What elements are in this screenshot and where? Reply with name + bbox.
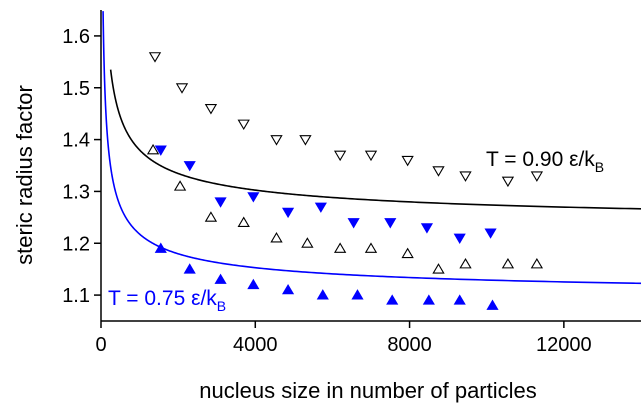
data-point-series-1 <box>401 247 414 259</box>
y-tick-label: 1.2 <box>62 233 90 255</box>
data-point-series-0 <box>299 135 312 146</box>
data-point-series-3 <box>351 289 364 300</box>
data-point-series-0 <box>204 104 218 115</box>
data-point-series-1 <box>459 257 472 269</box>
data-point-series-3 <box>214 273 227 284</box>
data-point-series-3 <box>486 299 499 310</box>
data-point-series-0 <box>148 52 162 63</box>
annotation-t075: T = 0.75 ε/kB <box>108 287 226 314</box>
data-point-series-0 <box>401 155 414 167</box>
annotation-t090: T = 0.90 ε/kB <box>486 148 604 175</box>
data-point-series-3 <box>316 289 329 300</box>
data-point-series-1 <box>237 216 250 227</box>
ticks: 0 4000 8000 12000 1.1 1.2 1.3 1.4 1.5 1.6 <box>62 26 591 356</box>
y-tick-label: 1.1 <box>62 285 90 307</box>
data-point-series-2 <box>281 207 295 219</box>
data-point-series-3 <box>281 283 295 295</box>
x-tick-label: 8000 <box>387 334 432 356</box>
x-axis-title: nucleus size in number of particles <box>199 378 537 403</box>
data-point-series-2 <box>453 233 466 244</box>
data-point-series-2 <box>314 202 327 213</box>
data-point-series-1 <box>333 242 347 253</box>
data-point-series-0 <box>237 119 250 131</box>
data-point-series-1 <box>530 257 544 269</box>
data-point-series-1 <box>146 143 160 155</box>
data-point-series-0 <box>530 171 544 182</box>
data-point-series-1 <box>270 232 283 243</box>
data-point-series-2 <box>247 192 260 203</box>
data-point-series-1 <box>364 242 378 253</box>
data-point-series-3 <box>154 242 167 253</box>
data-point-series-2 <box>384 218 397 229</box>
data-markers <box>146 52 544 310</box>
data-point-series-0 <box>333 150 347 162</box>
data-point-series-1 <box>301 237 314 248</box>
data-point-series-2 <box>154 145 167 156</box>
data-point-series-2 <box>214 197 227 208</box>
y-axis-title: steric radius factor <box>12 85 37 265</box>
data-point-series-2 <box>347 218 360 229</box>
y-tick-label: 1.6 <box>62 26 90 48</box>
data-point-series-0 <box>270 135 283 146</box>
data-point-series-3 <box>247 278 260 290</box>
data-point-series-0 <box>432 166 445 177</box>
fit-curve-1 <box>102 11 641 285</box>
data-point-series-0 <box>501 176 515 188</box>
x-tick-label: 12000 <box>536 334 592 356</box>
data-point-series-2 <box>484 228 497 239</box>
fit-curves <box>102 11 641 285</box>
data-point-series-2 <box>420 223 434 234</box>
x-tick-label: 0 <box>95 334 106 356</box>
x-tick-label: 4000 <box>233 334 278 356</box>
data-point-series-0 <box>175 83 189 94</box>
y-tick-label: 1.3 <box>62 181 90 203</box>
axes <box>100 10 641 322</box>
data-point-series-1 <box>501 257 515 269</box>
data-point-series-2 <box>183 161 196 172</box>
data-point-series-1 <box>432 263 445 274</box>
data-point-series-0 <box>459 171 472 182</box>
y-tick-label: 1.5 <box>62 78 90 100</box>
data-point-series-1 <box>173 180 187 191</box>
y-tick-label: 1.4 <box>62 130 90 152</box>
data-point-series-3 <box>386 294 399 305</box>
data-point-series-0 <box>364 150 378 162</box>
data-point-series-3 <box>422 294 435 305</box>
data-point-series-3 <box>453 294 466 305</box>
fit-curve-0 <box>109 69 641 210</box>
data-point-series-1 <box>204 211 218 222</box>
data-point-series-3 <box>183 263 196 274</box>
